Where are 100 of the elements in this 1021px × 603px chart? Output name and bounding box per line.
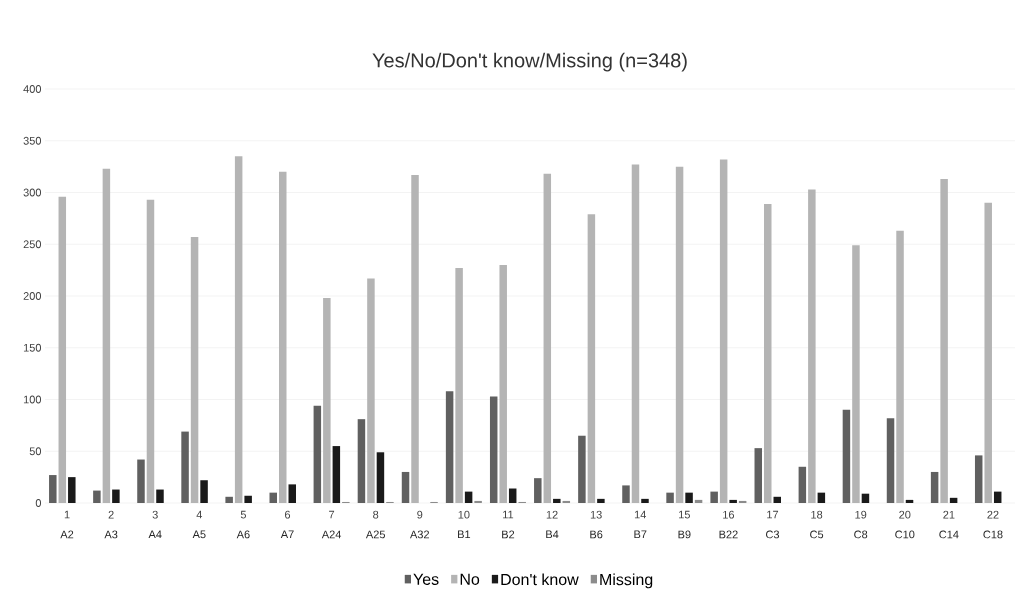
text: B7 (634, 530, 647, 539)
bar (852, 245, 860, 503)
bar (930, 471, 939, 503)
x-tick-label: 5 (240, 510, 246, 519)
bar (587, 214, 596, 503)
x-tick-label: 9 (417, 510, 423, 519)
bar (798, 466, 807, 503)
bar (622, 485, 630, 503)
y-tick-label: 50 (29, 447, 42, 456)
legend-label: Yes (413, 573, 439, 585)
x-tick-label: 7 (329, 510, 335, 519)
bar (200, 480, 208, 503)
y-tick-label: 150 (23, 343, 42, 352)
bar (896, 230, 904, 503)
x-tick-label: 3 (152, 510, 158, 519)
bar (455, 268, 463, 503)
bar (817, 492, 826, 503)
bar (156, 489, 164, 503)
text: A24 (321, 530, 342, 539)
text: A6 (236, 530, 250, 539)
bar (710, 491, 718, 503)
bar (729, 499, 737, 503)
bar (181, 431, 189, 503)
bar (357, 419, 366, 503)
bar (808, 189, 816, 503)
x-tick-label: 19 (855, 510, 867, 519)
bar (445, 391, 454, 503)
bar (102, 168, 111, 503)
bar (489, 396, 498, 503)
bar (508, 488, 517, 503)
bar (244, 495, 252, 503)
text: B2 (502, 530, 515, 539)
bar (313, 405, 322, 503)
bar (754, 448, 762, 503)
bar (694, 499, 703, 503)
x-tick-label: 16 (723, 510, 735, 519)
x-tick-label: 22 (987, 510, 999, 519)
bar (553, 498, 561, 503)
x-tick-label: 15 (679, 510, 690, 519)
legend-label: Don't know (501, 573, 579, 586)
bar (597, 498, 605, 503)
text: C18 (983, 530, 1003, 539)
bar (578, 435, 586, 503)
text: A5 (192, 530, 206, 539)
bar (376, 452, 385, 503)
bar (861, 493, 870, 503)
bar (288, 484, 296, 503)
text: B22 (719, 530, 738, 539)
bar (940, 179, 948, 503)
x-tick-label: 10 (458, 510, 470, 519)
text: C8 (854, 530, 868, 539)
y-tick-label: 400 (23, 85, 42, 93)
bar (112, 489, 120, 503)
text: A7 (280, 530, 294, 539)
y-tick-label: 250 (23, 240, 42, 249)
x-tick-label: 2 (108, 510, 114, 519)
text: B4 (546, 530, 559, 539)
text: C3 (766, 530, 780, 539)
text: B9 (678, 530, 691, 539)
x-tick-label: 11 (503, 510, 514, 519)
text: C14 (939, 530, 959, 539)
bar (719, 159, 728, 503)
bar (68, 477, 76, 503)
y-tick-label: 100 (23, 395, 42, 404)
y-tick-label: 200 (23, 292, 42, 300)
bar (974, 455, 983, 503)
x-tick-label: 12 (546, 510, 558, 519)
bar (137, 459, 145, 503)
bar (234, 156, 243, 503)
bar (905, 499, 914, 503)
bar (464, 491, 473, 503)
bar (666, 492, 674, 503)
y-tick-label: 350 (23, 136, 42, 145)
bar (631, 164, 640, 503)
text: A4 (148, 530, 162, 539)
x-tick-label: 1 (64, 510, 70, 519)
bar (332, 446, 341, 503)
x-tick-label: 8 (373, 510, 379, 519)
bar (543, 173, 552, 503)
text: C5 (810, 530, 824, 539)
bar (93, 490, 101, 503)
bar (411, 174, 419, 503)
legend-label: Missing (600, 573, 653, 589)
bar (58, 196, 67, 503)
bar (190, 237, 199, 503)
text: B6 (590, 530, 603, 539)
legend-label: No (460, 573, 480, 585)
x-tick-label: 14 (634, 510, 647, 519)
bar (146, 199, 155, 503)
x-tick-label: 4 (196, 510, 203, 519)
bar (49, 475, 57, 503)
bar (641, 498, 649, 503)
text: C10 (895, 530, 915, 539)
chart-title: Yes/No/Don't know/Missing (n=348) (372, 52, 687, 72)
bar (401, 471, 410, 503)
text: A2 (60, 530, 74, 539)
bar (279, 171, 287, 503)
bar (886, 418, 895, 503)
bar (499, 264, 507, 503)
bar (685, 492, 693, 503)
